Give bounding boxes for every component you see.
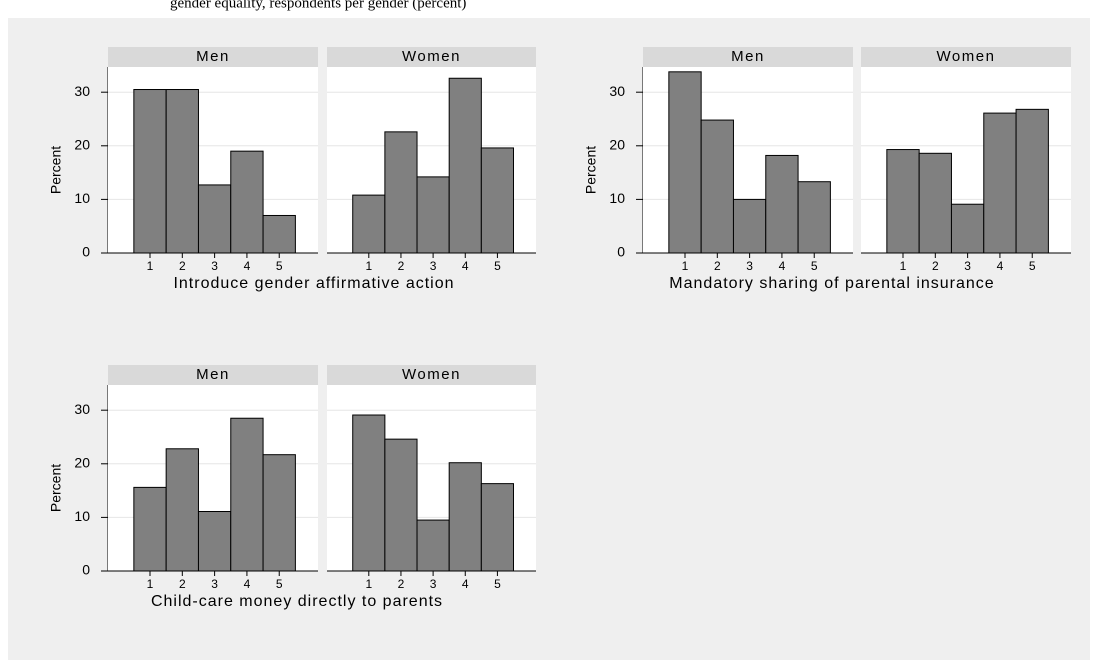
facet-label: Men [196, 366, 230, 383]
bar [448, 462, 482, 572]
bar [230, 150, 264, 254]
facet-header [108, 365, 318, 385]
y-axis-label: Percent [583, 146, 599, 194]
x-tick-label: 3 [430, 259, 437, 273]
facet-label: Women [402, 366, 461, 383]
caption: gender equality, respondents per gender … [170, 0, 466, 11]
y-tick-label: 0 [82, 244, 90, 260]
bar [165, 89, 199, 254]
x-tick-label: 1 [682, 259, 689, 273]
bar [1015, 108, 1049, 254]
x-tick-label: 5 [276, 577, 283, 591]
x-tick-label: 2 [179, 259, 186, 273]
y-axis-label: Percent [48, 146, 64, 194]
bar [983, 112, 1017, 254]
x-tick-label: 3 [746, 259, 753, 273]
bar [480, 483, 514, 572]
y-tick-label: 0 [82, 562, 90, 578]
facet-header [327, 365, 536, 385]
bar [950, 203, 985, 254]
x-tick-label: 2 [398, 259, 405, 273]
x-tick-label: 2 [398, 577, 405, 591]
y-tick-label: 20 [609, 136, 625, 152]
bar [918, 152, 952, 254]
bar [384, 438, 418, 572]
x-tick-label: 3 [211, 577, 218, 591]
y-tick-label: 0 [617, 244, 625, 260]
bar [165, 448, 199, 572]
y-tick-label: 30 [609, 83, 625, 99]
x-tick-label: 3 [964, 259, 971, 273]
bar [133, 486, 167, 572]
x-tick-label: 3 [211, 259, 218, 273]
bar [416, 176, 450, 254]
y-tick-label: 10 [609, 190, 625, 206]
x-tick-label: 1 [365, 259, 372, 273]
facet-header [643, 47, 853, 67]
x-tick-label: 5 [1029, 259, 1036, 273]
x-axis-label: Child-care money directly to parents [151, 593, 443, 610]
x-tick-label: 1 [147, 259, 154, 273]
x-axis-label: Mandatory sharing of parental insurance [669, 275, 994, 292]
bar [700, 119, 734, 254]
x-tick-label: 1 [365, 577, 372, 591]
x-tick-label: 2 [932, 259, 939, 273]
bar [262, 454, 296, 572]
bar [416, 519, 450, 572]
x-tick-label: 4 [462, 577, 469, 591]
x-tick-label: 5 [811, 259, 818, 273]
y-axis-label: Percent [48, 464, 64, 512]
facet-header [861, 47, 1071, 67]
facet-header [327, 47, 536, 67]
bar [352, 414, 386, 572]
x-tick-label: 4 [997, 259, 1004, 273]
y-tick-label: 20 [74, 454, 90, 470]
bar [197, 184, 232, 254]
x-tick-label: 3 [430, 577, 437, 591]
bar [732, 198, 767, 254]
x-tick-label: 5 [494, 577, 501, 591]
x-tick-label: 5 [494, 259, 501, 273]
bar [765, 154, 799, 254]
bar [197, 511, 232, 572]
facet-label: Women [402, 48, 461, 65]
y-tick-label: 20 [74, 136, 90, 152]
bar [886, 149, 920, 254]
bar [133, 89, 167, 254]
y-tick-label: 10 [74, 190, 90, 206]
facet-label: Men [196, 48, 230, 65]
y-tick-label: 10 [74, 508, 90, 524]
bar [262, 214, 296, 254]
bar [352, 194, 386, 254]
facet-label: Men [731, 48, 765, 65]
x-tick-label: 2 [714, 259, 721, 273]
y-tick-label: 30 [74, 83, 90, 99]
bar [480, 147, 514, 254]
bar [668, 71, 702, 254]
facet-header [108, 47, 318, 67]
x-tick-label: 4 [244, 577, 251, 591]
bar [448, 77, 482, 254]
x-axis-label: Introduce gender affirmative action [173, 275, 454, 292]
x-tick-label: 5 [276, 259, 283, 273]
x-tick-label: 1 [147, 577, 154, 591]
y-tick-label: 30 [74, 401, 90, 417]
x-tick-label: 1 [900, 259, 907, 273]
bar [384, 131, 418, 254]
x-tick-label: 4 [779, 259, 786, 273]
bar [797, 181, 831, 254]
x-tick-label: 4 [244, 259, 251, 273]
bar [230, 417, 264, 572]
facet-label: Women [937, 48, 996, 65]
x-tick-label: 2 [179, 577, 186, 591]
x-tick-label: 4 [462, 259, 469, 273]
